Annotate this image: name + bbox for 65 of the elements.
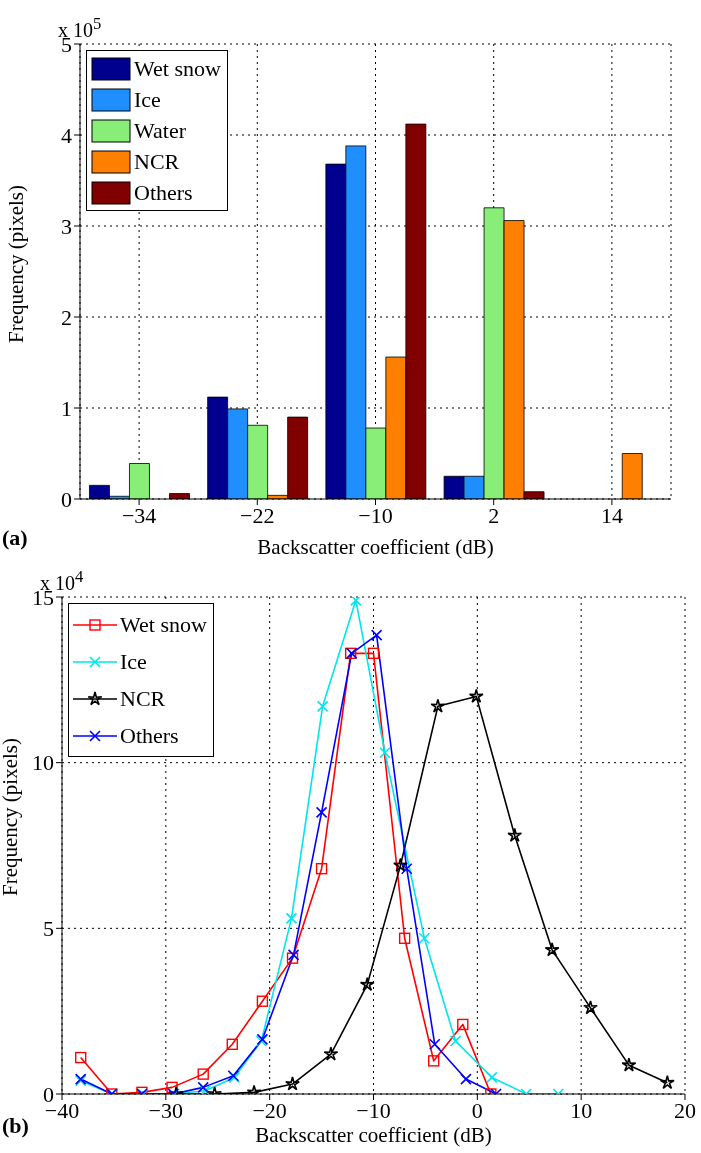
point bbox=[428, 1055, 440, 1067]
point bbox=[323, 1046, 339, 1061]
point bbox=[197, 1068, 209, 1080]
point bbox=[486, 1071, 498, 1084]
point bbox=[430, 698, 446, 713]
point bbox=[659, 1074, 675, 1090]
legend-label: Ice bbox=[120, 648, 147, 675]
y-tick-label: 1 bbox=[61, 395, 72, 421]
point bbox=[428, 1038, 441, 1051]
legend-label: Others bbox=[120, 722, 179, 749]
point bbox=[398, 932, 411, 944]
point bbox=[544, 942, 560, 957]
legend-label: Wet snow bbox=[120, 611, 207, 638]
point bbox=[226, 1038, 238, 1050]
legend-label: NCR bbox=[120, 685, 166, 712]
point bbox=[393, 857, 408, 872]
point bbox=[457, 1018, 469, 1031]
y-axis-title: Frequency (pixels) bbox=[3, 184, 29, 344]
point bbox=[367, 647, 380, 660]
x-axis-title: Backscatter coefficient (dB) bbox=[256, 535, 495, 560]
point bbox=[285, 1076, 300, 1091]
point bbox=[460, 1073, 472, 1085]
y-axis-title: Frequency (pixels) bbox=[0, 737, 23, 897]
point bbox=[507, 827, 523, 843]
y-tick-label: 3 bbox=[61, 213, 72, 239]
y-tick-label: 5 bbox=[43, 916, 54, 942]
point bbox=[418, 932, 431, 945]
point bbox=[74, 1051, 87, 1064]
point bbox=[621, 1057, 637, 1072]
x-tick-label: 14 bbox=[600, 502, 623, 528]
point bbox=[468, 688, 484, 703]
x-tick-label: 10 bbox=[570, 1097, 593, 1123]
point bbox=[316, 700, 329, 713]
text: (a) bbox=[2, 525, 28, 551]
x-tick-label: −20 bbox=[252, 1097, 287, 1123]
y-tick-label: 10 bbox=[32, 750, 54, 776]
x-tick-label: 2 bbox=[488, 502, 500, 528]
x-tick-label: −10 bbox=[358, 502, 393, 528]
point bbox=[315, 862, 328, 875]
point bbox=[400, 862, 413, 875]
y-tick-label: 2 bbox=[61, 304, 72, 330]
y-tick-label: 0 bbox=[61, 486, 72, 512]
point bbox=[379, 746, 391, 759]
legend-label: Ice bbox=[134, 86, 161, 113]
point bbox=[370, 629, 383, 641]
x-tick-label: −10 bbox=[356, 1097, 391, 1123]
x-tick-label: 0 bbox=[471, 1097, 483, 1123]
x-tick-label: 20 bbox=[674, 1097, 696, 1123]
x-tick-label: −30 bbox=[148, 1097, 184, 1123]
point bbox=[449, 1035, 462, 1047]
x-tick-label: −34 bbox=[121, 502, 157, 528]
x-tick-label: −22 bbox=[240, 502, 275, 528]
legend-label: NCR bbox=[134, 148, 180, 175]
legend-label: Others bbox=[134, 179, 193, 206]
point bbox=[315, 806, 328, 819]
point bbox=[359, 976, 375, 992]
legend-label: Water bbox=[134, 117, 186, 144]
point bbox=[256, 995, 269, 1007]
point bbox=[583, 1000, 598, 1015]
text: (b) bbox=[2, 1113, 29, 1139]
point bbox=[285, 912, 298, 925]
legend-label: Wet snow bbox=[134, 55, 221, 82]
x-axis-title: Backscatter coefficient (dB) bbox=[254, 1123, 493, 1148]
y-tick-label: 4 bbox=[61, 122, 72, 148]
point bbox=[350, 597, 362, 607]
